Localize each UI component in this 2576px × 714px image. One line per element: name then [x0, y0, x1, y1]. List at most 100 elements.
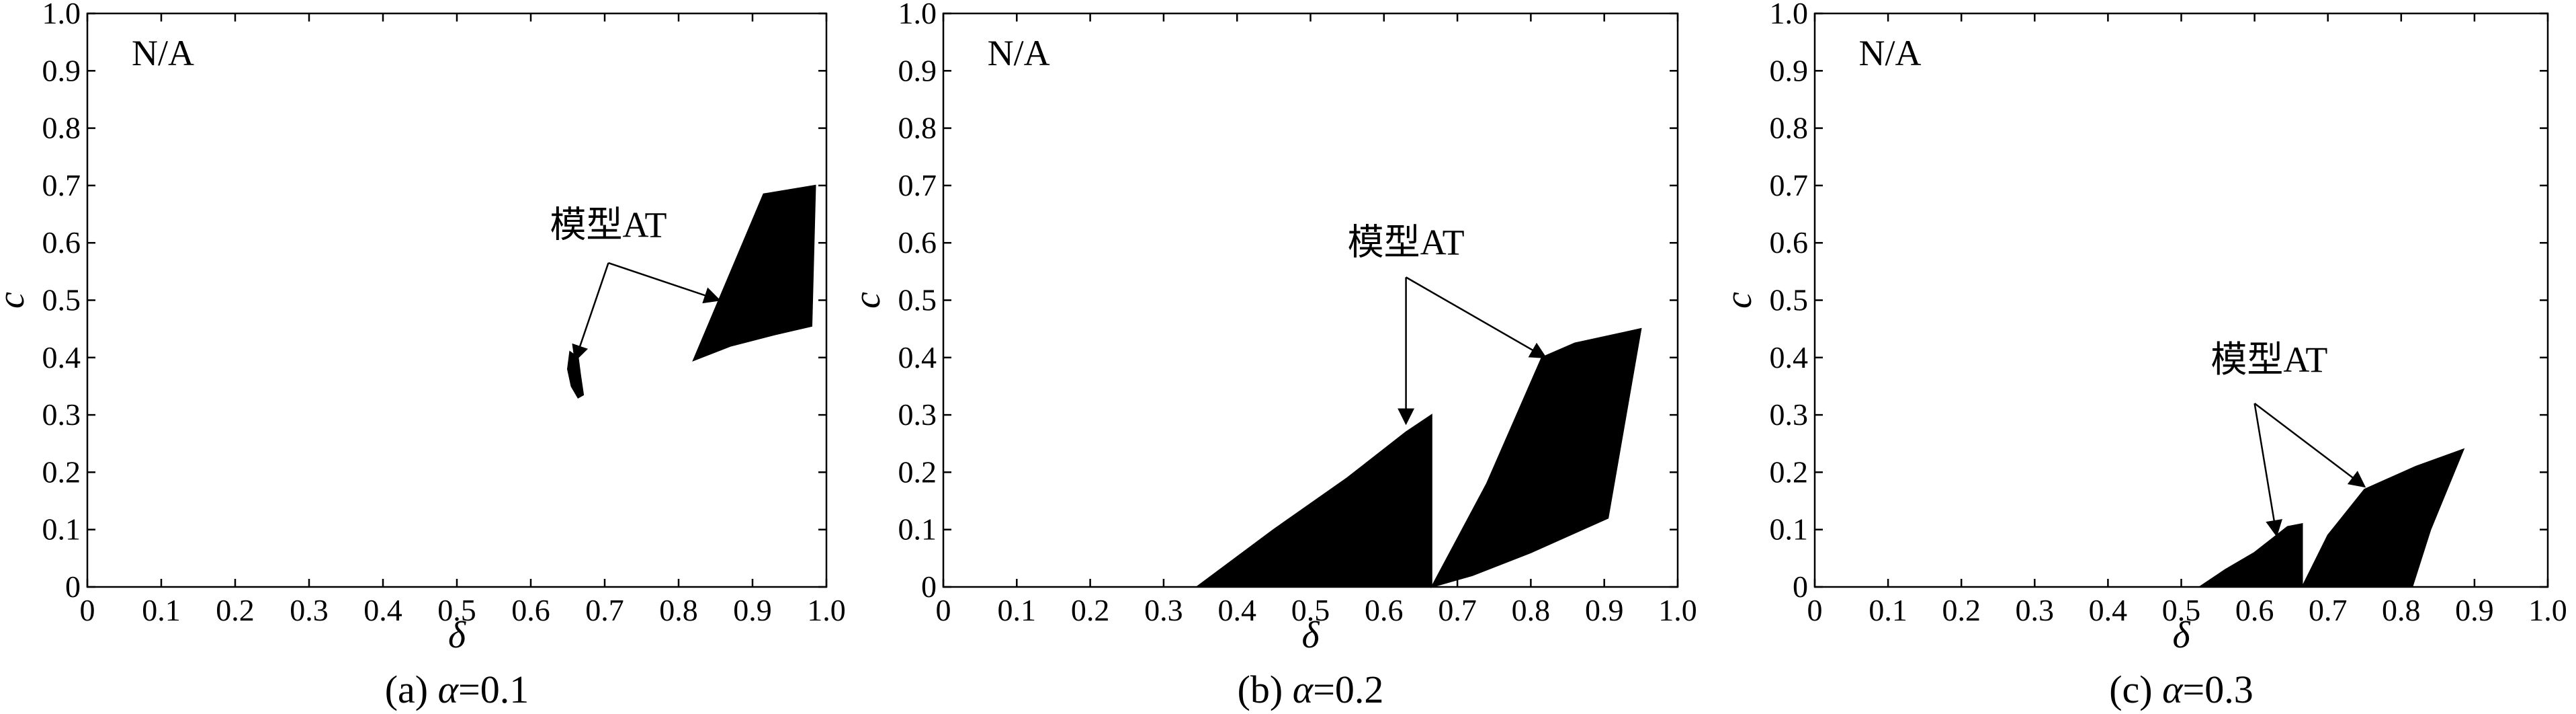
caption-prefix: (b): [1238, 668, 1293, 711]
x-axis-label: δ: [448, 614, 466, 656]
y-tick-label: 1.0: [42, 0, 81, 30]
annotation-label: 模型AT: [2210, 340, 2327, 380]
x-tick-label: 0.8: [1512, 593, 1551, 627]
x-tick-label: 1.0: [2528, 593, 2567, 627]
y-tick-label: 0: [1793, 569, 1808, 604]
region-1: [692, 184, 816, 362]
y-axis-label: c: [0, 292, 32, 309]
y-tick-label: 0.3: [898, 397, 937, 432]
x-tick-label: 0.2: [1071, 593, 1110, 627]
caption-variable: α: [438, 668, 460, 711]
region-1: [2301, 448, 2465, 588]
x-tick-label: 0.8: [2382, 593, 2421, 627]
x-tick-label: 0.1: [1869, 593, 1907, 627]
y-tick-label: 0.1: [42, 512, 81, 547]
y-tick-label: 0.6: [1770, 225, 1809, 260]
x-tick-label: 0.3: [2016, 593, 2055, 627]
region-1: [1430, 327, 1642, 588]
y-tick-label: 0.2: [1770, 454, 1809, 489]
x-tick-label: 0: [80, 593, 95, 627]
caption-prefix: (c): [2109, 668, 2162, 711]
x-tick-label: 0.9: [1585, 593, 1624, 627]
panel-caption: (c) α=0.3: [2109, 668, 2253, 711]
y-tick-label: 0.6: [898, 225, 937, 260]
plot-frame: [86, 12, 828, 588]
x-tick-label: 0.6: [2235, 593, 2274, 627]
y-tick-label: 0: [921, 569, 937, 604]
y-tick-label: 0.8: [1770, 111, 1809, 145]
caption-variable: α: [2162, 668, 2184, 711]
x-tick-label: 0.4: [1217, 593, 1256, 627]
x-tick-label: 0.1: [998, 593, 1037, 627]
y-tick-label: 0.1: [1770, 512, 1809, 547]
caption-value: =0.1: [458, 668, 529, 711]
x-tick-label: 0.2: [216, 593, 255, 627]
y-tick-label: 0.5: [42, 283, 81, 317]
x-tick-label: 0.7: [2309, 593, 2348, 627]
x-tick-label: 0.8: [659, 593, 698, 627]
annotation-arrow-1: [2253, 403, 2366, 488]
annotation-arrow-0: [572, 262, 609, 362]
caption-value: =0.3: [2183, 668, 2253, 711]
y-tick-label: 0.7: [898, 168, 937, 202]
annotation-label: 模型AT: [550, 205, 667, 245]
y-tick-label: 0.2: [898, 454, 937, 489]
y-tick-label: 1.0: [898, 0, 937, 30]
y-tick-label: 0.7: [42, 168, 81, 202]
y-tick-label: 0.8: [898, 111, 937, 145]
x-tick-label: 0.5: [437, 593, 476, 627]
region-0: [2197, 522, 2303, 588]
y-tick-label: 0.6: [42, 225, 81, 260]
y-tick-label: 0.7: [1770, 168, 1809, 202]
x-tick-label: 0.7: [585, 593, 624, 627]
x-tick-label: 1.0: [807, 593, 846, 627]
y-tick-label: 0.4: [42, 340, 81, 374]
x-tick-label: 0.6: [511, 593, 550, 627]
y-tick-label: 0.4: [898, 340, 937, 374]
panel-caption: (b) α=0.2: [1238, 668, 1384, 711]
y-tick-label: 0.1: [898, 512, 937, 547]
x-tick-label: 1.0: [1658, 593, 1697, 627]
caption-prefix: (a): [385, 668, 438, 711]
corner-label: N/A: [988, 33, 1050, 73]
y-tick-label: 0.9: [42, 53, 81, 87]
y-tick-label: 0.4: [1770, 340, 1809, 374]
x-axis-label: δ: [2172, 614, 2190, 656]
x-tick-label: 0: [936, 593, 951, 627]
x-tick-label: 0.5: [2162, 593, 2201, 627]
x-tick-label: 0.4: [2089, 593, 2128, 627]
y-tick-label: 0.3: [1770, 397, 1809, 432]
x-tick-label: 0.2: [1942, 593, 1981, 627]
corner-label: N/A: [132, 33, 194, 73]
y-tick-label: 0.5: [1770, 283, 1809, 317]
x-tick-label: 0.6: [1365, 593, 1404, 627]
x-tick-label: 0: [1807, 593, 1823, 627]
y-tick-label: 0.3: [42, 397, 81, 432]
x-tick-label: 0.9: [2455, 593, 2494, 627]
y-tick-label: 0.8: [42, 111, 81, 145]
caption-variable: α: [1293, 668, 1314, 711]
x-tick-label: 0.4: [363, 593, 402, 627]
region-0: [1195, 413, 1432, 588]
y-tick-label: 0.9: [898, 53, 937, 87]
corner-label: N/A: [1858, 33, 1921, 73]
chart-panel-0: 0 0.1 0.2 0.3 0.4 0.5 0.6 0.7 0.8 0.9 1.0 0 0.1 0.2 0.…: [0, 0, 846, 711]
annotation-label: 模型AT: [1348, 222, 1465, 262]
x-axis-label: δ: [1301, 614, 1320, 656]
y-axis-label: c: [847, 292, 888, 309]
x-tick-label: 0.5: [1291, 593, 1330, 627]
y-tick-label: 1.0: [1770, 0, 1809, 30]
x-tick-label: 0.1: [142, 593, 181, 627]
x-tick-label: 0.7: [1438, 593, 1477, 627]
caption-value: =0.2: [1313, 668, 1383, 711]
y-axis-label: c: [1718, 292, 1760, 309]
y-tick-label: 0.5: [898, 283, 937, 317]
x-tick-label: 0.9: [733, 593, 772, 627]
annotation-arrow-0: [2253, 403, 2282, 537]
y-tick-label: 0.9: [1770, 53, 1809, 87]
annotation-arrow-1: [608, 262, 721, 304]
chart-panel-1: 0 0.1 0.2 0.3 0.4 0.5 0.6 0.7 0.8 0.9 1.0 0 0.1 0.2 0.…: [847, 0, 1697, 711]
x-tick-label: 0.3: [1144, 593, 1183, 627]
y-tick-label: 0: [65, 569, 81, 604]
